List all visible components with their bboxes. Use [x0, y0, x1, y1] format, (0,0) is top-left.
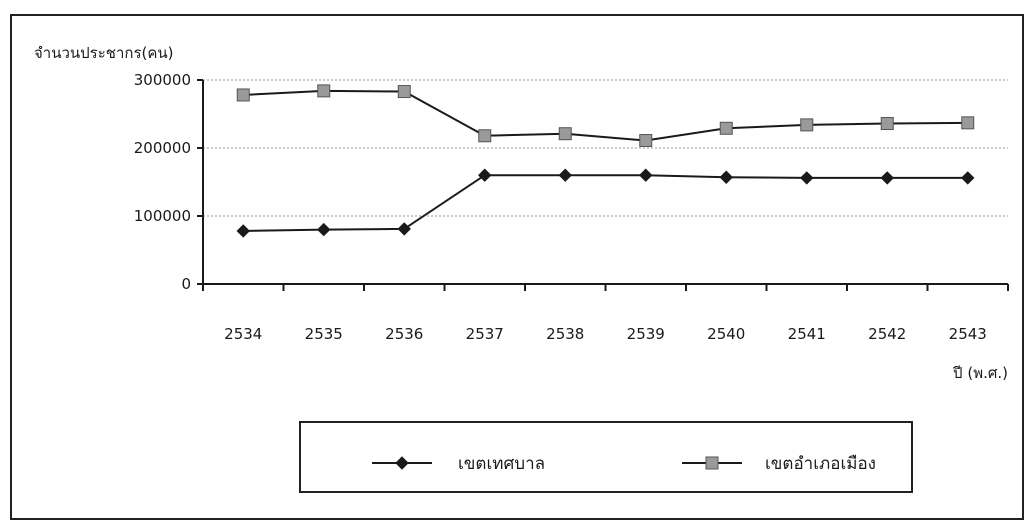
data-point — [961, 116, 975, 130]
x-tick-label: 2537 — [466, 325, 504, 343]
x-axis-label: ปี (พ.ศ.) — [952, 364, 1008, 382]
data-point — [478, 129, 492, 143]
legend-marker — [395, 456, 409, 470]
axes — [197, 79, 1009, 291]
y-tick-label: 200000 — [134, 139, 191, 157]
y-axis-label: จำนวนประชากร(คน) — [34, 44, 174, 62]
data-point — [961, 171, 975, 185]
grid-lines — [203, 79, 1008, 217]
legend: เขตเทศบาล เขตอำเภอเมือง — [299, 421, 913, 493]
x-tick-label: 2539 — [627, 325, 665, 343]
data-point — [236, 88, 250, 102]
data-point — [880, 171, 894, 185]
legend-label: เขตเทศบาล — [458, 454, 545, 474]
y-tick-label: 300000 — [134, 71, 191, 89]
series-1 — [236, 168, 975, 238]
x-tick-label: 2535 — [305, 325, 343, 343]
y-tick-label: 100000 — [134, 207, 191, 225]
x-tick-label: 2543 — [949, 325, 987, 343]
x-tick-label: 2534 — [224, 325, 262, 343]
data-point — [558, 127, 572, 141]
legend-item: เขตเทศบาล — [372, 454, 545, 474]
x-tick-label: 2540 — [707, 325, 745, 343]
data-point — [880, 117, 894, 131]
x-tick-labels: 2534 2535 2536 2537 2538 2539 2540 2541 2542 2543 — [224, 325, 987, 343]
data-point — [317, 84, 331, 98]
x-tick-label: 2536 — [385, 325, 423, 343]
y-tick-label: 0 — [181, 275, 191, 293]
data-point — [558, 168, 572, 182]
data-point — [236, 224, 250, 238]
x-tick-label: 2538 — [546, 325, 584, 343]
data-point — [800, 118, 814, 132]
series-line — [243, 89, 968, 142]
series-line — [243, 174, 968, 232]
series-lines — [236, 84, 975, 238]
data-point — [397, 85, 411, 99]
legend-item: เขตอำเภอเมือง — [682, 454, 876, 474]
x-tick-label: 2541 — [788, 325, 826, 343]
legend-label: เขตอำเภอเมือง — [765, 454, 876, 474]
data-point — [719, 170, 733, 184]
data-point — [317, 222, 331, 237]
y-tick-labels: 0 100000 200000 300000 — [134, 71, 191, 293]
data-point — [397, 222, 411, 236]
data-point — [800, 171, 814, 185]
data-point — [639, 134, 653, 148]
data-point — [639, 168, 653, 182]
series-2 — [236, 84, 975, 148]
legend-marker — [705, 456, 719, 470]
x-tick-label: 2542 — [868, 325, 906, 343]
data-point — [719, 121, 733, 135]
data-point — [478, 168, 492, 182]
